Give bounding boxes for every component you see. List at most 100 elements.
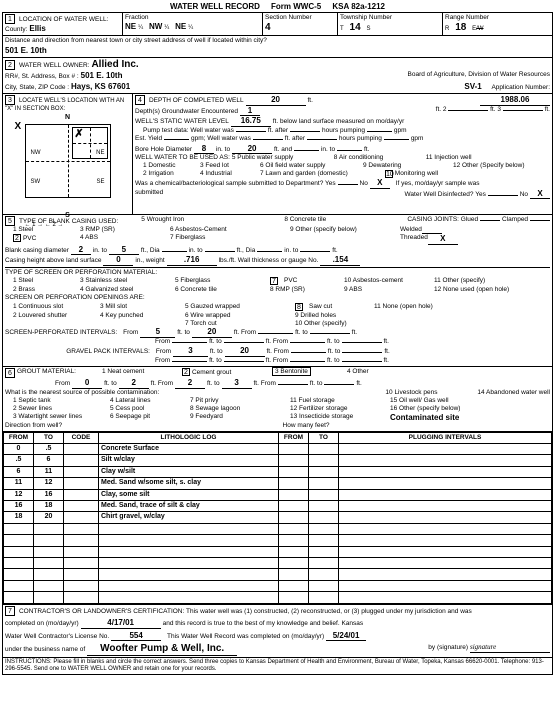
chk-sawcut[interactable]: 8 <box>295 303 303 311</box>
litho-cell: 12 <box>34 478 64 489</box>
comp-label: completed on (mo/day/yr) <box>5 620 79 627</box>
gftto1: ft. to <box>207 380 220 387</box>
litho-cell <box>64 592 99 603</box>
section-4-num: 4 <box>135 95 145 105</box>
section-7-num: 7 <box>5 606 15 616</box>
static-label: WELL'S STATIC WATER LEVEL <box>135 118 229 125</box>
opt-3: 3 Feed lot <box>200 162 260 170</box>
depth-value: 20 <box>246 95 306 106</box>
township-s: S <box>366 26 370 32</box>
rec-comp-label: This Water Well Record was completed on … <box>167 633 324 640</box>
ft-lbl2: ft. <box>352 329 357 336</box>
litho-cell <box>279 580 309 591</box>
addr-label: RR#, St. Address, Box # : <box>5 73 79 80</box>
s5p7: 7 Torch cut <box>185 320 295 328</box>
ft-lbl: ft. <box>307 97 312 104</box>
license-label: Water Well Contractor's License No. <box>5 633 109 640</box>
c4: 4 Lateral lines <box>110 397 190 405</box>
static-value: 16.75 <box>231 116 271 127</box>
ft3-lbl: ft. <box>332 247 337 254</box>
howmany-label: How many feet? <box>283 422 330 430</box>
s5o5: 5 Wrought Iron <box>141 216 261 226</box>
into-lbl: in. to <box>216 146 230 153</box>
litho-cell <box>99 580 279 591</box>
s5s4: 4 Galvanized steel <box>80 286 175 294</box>
fraction-label: Fraction <box>125 14 148 21</box>
c7: 7 Pit privy <box>190 397 290 405</box>
litho-row: 1618 Med. Sand, trace of silt & clay <box>4 501 552 512</box>
ch-label: Casing height above land surface <box>5 257 101 264</box>
disinfect-no-x: X <box>530 189 550 200</box>
litho-cell <box>309 557 339 568</box>
pvc-lbl: PVC <box>23 235 36 242</box>
ftto-lbl4: ft. to <box>327 357 340 364</box>
litho-cell <box>339 546 552 557</box>
litho-header: FROM <box>4 433 34 444</box>
gpm-lbl2: gpm <box>411 135 424 142</box>
sec6-label: GROUT MATERIAL: <box>17 368 102 378</box>
ftfrom-lbl4: ft. From <box>266 357 288 364</box>
chk-10[interactable]: 10 <box>385 170 393 178</box>
spi-v1: 5 <box>140 327 175 338</box>
contaminated-site: Contaminated site <box>390 413 459 423</box>
litho-cell <box>279 501 309 512</box>
f2: NW <box>149 22 162 31</box>
litho-row: 1820 Chirt gravel, w/clay <box>4 512 552 523</box>
litho-cell <box>339 535 552 546</box>
s5o9: 9 Other (specify below) <box>290 226 400 234</box>
s5o8: 8 Concrete tile <box>284 216 384 226</box>
gp-label: GRAVEL PACK INTERVALS: <box>5 348 150 356</box>
hours-lbl: hours pumping <box>322 127 365 134</box>
section-label: Section Number <box>265 14 312 21</box>
gpm2-lbl: gpm; Well water was <box>191 135 251 142</box>
chem-label: Was a chemical/bacteriological sample su… <box>135 180 336 187</box>
litho-cell <box>339 580 552 591</box>
gto1: ft. to <box>104 380 117 387</box>
from-lbl: From <box>123 329 138 336</box>
litho-row <box>4 580 552 591</box>
s5p11: 11 None (open hole) <box>374 303 433 312</box>
owner-name: Allied Inc. <box>91 59 138 70</box>
ksa-ref: KSA 82a-1212 <box>332 2 385 11</box>
litho-cell <box>99 569 279 580</box>
ftfrom-lbl: ft. From <box>234 329 256 336</box>
litho-cell: .5 <box>4 455 34 466</box>
litho-cell <box>279 489 309 500</box>
litho-cell <box>34 546 64 557</box>
chk-pvc[interactable]: 2 <box>13 234 21 242</box>
litho-cell: Clay, some silt <box>99 489 279 500</box>
county-label: County: <box>5 26 27 33</box>
ftto-lbl: ft. to <box>295 329 308 336</box>
range-ew: E/W <box>472 26 483 32</box>
opt-8: 8 Air conditioning <box>334 154 424 162</box>
ft-lbl3: ft. <box>384 338 389 345</box>
s5s8: 8 RMP (SR) <box>270 286 344 294</box>
sec-sw: SW <box>31 179 41 186</box>
gw-label: Depth(s) Groundwater Encountered <box>135 108 238 115</box>
spi-v2: 20 <box>192 327 232 338</box>
litho-cell: 18 <box>34 501 64 512</box>
chk-7pvc[interactable]: 7 <box>270 277 278 285</box>
sec-nw: NW <box>31 150 41 157</box>
section-3-num: 3 <box>5 95 15 105</box>
litho-cell <box>339 478 552 489</box>
ftdia2-lbl: ft., Dia <box>237 247 256 254</box>
comp-date: 4/17/01 <box>81 618 161 629</box>
litho-cell: Med. Sand w/some silt, s. clay <box>99 478 279 489</box>
chk-cement[interactable]: 2 <box>182 368 190 376</box>
dist-value: 501 E. 10th <box>5 46 47 55</box>
ft-lbl4: ft. <box>384 348 389 355</box>
s5p6: 6 Wire wrapped <box>185 312 295 320</box>
litho-cell <box>99 546 279 557</box>
sec3-label: LOCATE WELL'S LOCATION WITH AN "X" IN SE… <box>5 98 124 112</box>
gv1: 0 <box>72 378 102 389</box>
range-label: Range Number <box>445 14 489 21</box>
s5o3: 3 RMP (SR) <box>80 226 170 234</box>
s5s12: 12 None used (open hole) <box>434 286 509 294</box>
to-lbl: ft. to <box>177 329 190 336</box>
compass-n: N <box>65 114 70 122</box>
litho-cell <box>339 466 552 477</box>
litho-cell <box>279 546 309 557</box>
ft2-lbl: ft. <box>364 146 369 153</box>
s5s6: 6 Concrete tile <box>175 286 270 294</box>
